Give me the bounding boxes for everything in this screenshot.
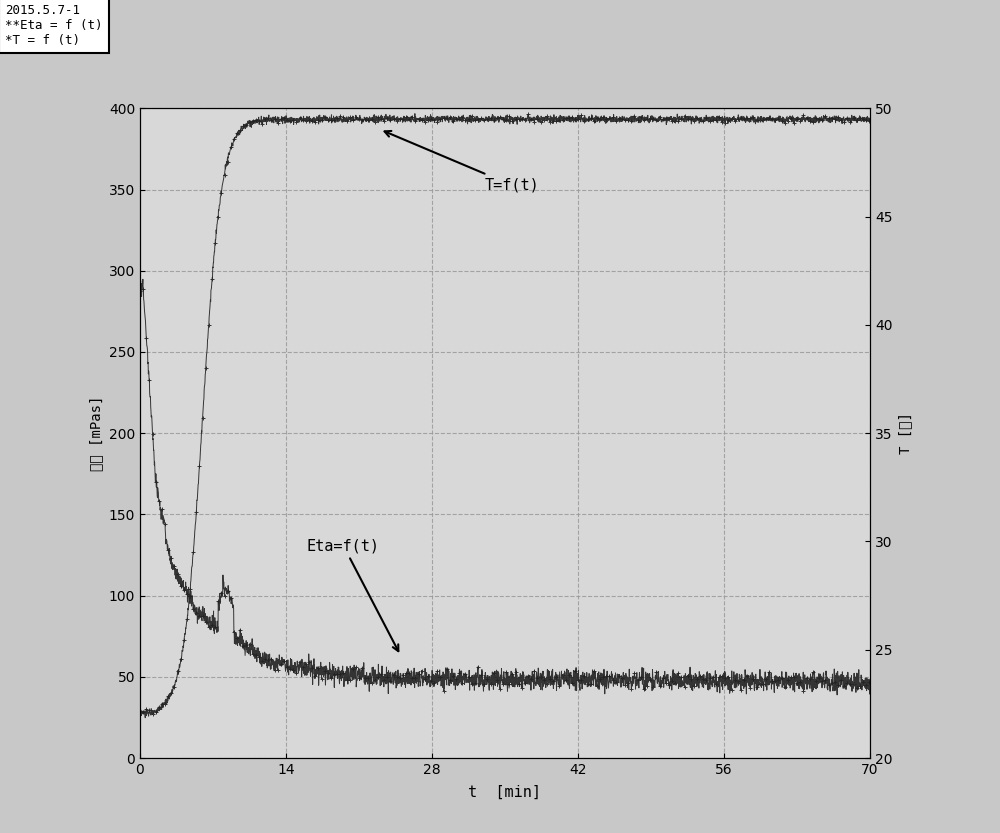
Y-axis label: 粘度 [mPas]: 粘度 [mPas]: [89, 396, 103, 471]
Text: T=f(t): T=f(t): [385, 131, 539, 192]
Y-axis label: T [℃]: T [℃]: [898, 412, 912, 454]
X-axis label: t  [min]: t [min]: [468, 786, 542, 801]
Text: Eta=f(t): Eta=f(t): [307, 538, 398, 651]
Text: 2015.5.7-1
**Eta = f (t)
*T = f (t): 2015.5.7-1 **Eta = f (t) *T = f (t): [5, 4, 103, 47]
